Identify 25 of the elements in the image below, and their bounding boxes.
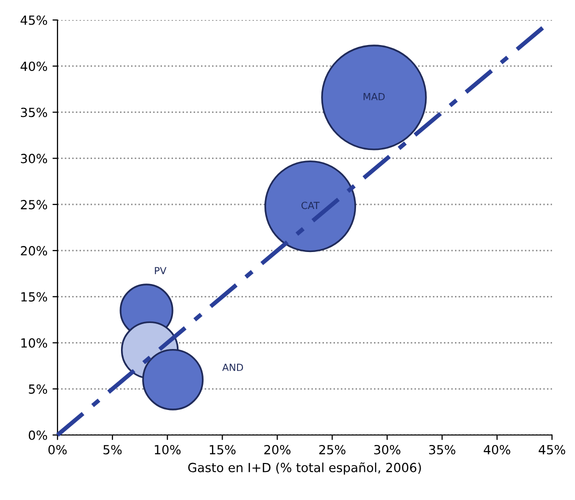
y-tick-label: 15% [21,292,48,302]
x-tick-label: 0% [48,444,67,454]
y-tick-label: 35% [20,108,48,118]
x-tick-label: 40% [484,444,510,454]
y-tick-label: 0% [28,430,48,440]
x-tick-label: 20% [264,444,290,454]
x-tick-label: 25% [319,444,346,454]
y-tick-label: 25% [20,200,48,210]
series-label: PV [154,267,166,274]
y-tick-label: 40% [20,62,48,72]
x-tick-label: 45% [538,444,566,454]
x-tick-label: 5% [103,444,122,454]
x-tick-label: 15% [210,444,236,454]
x-tick-label: 30% [374,444,400,454]
y-tick-label: 45% [20,15,48,25]
y-tick-label: 20% [20,246,48,256]
y-tick-label: 10% [21,338,48,348]
y-tick-label: 5% [28,384,48,394]
series-label: MAD [364,93,385,100]
x-axis-title: Gasto en I+D (% total español, 2006) [188,462,421,475]
x-tick-label: 10% [154,444,181,454]
series-label: CAT [301,202,320,210]
x-tick-label: 35% [429,444,456,454]
y-tick-label: 30% [20,154,48,164]
text: AND [222,364,244,371]
